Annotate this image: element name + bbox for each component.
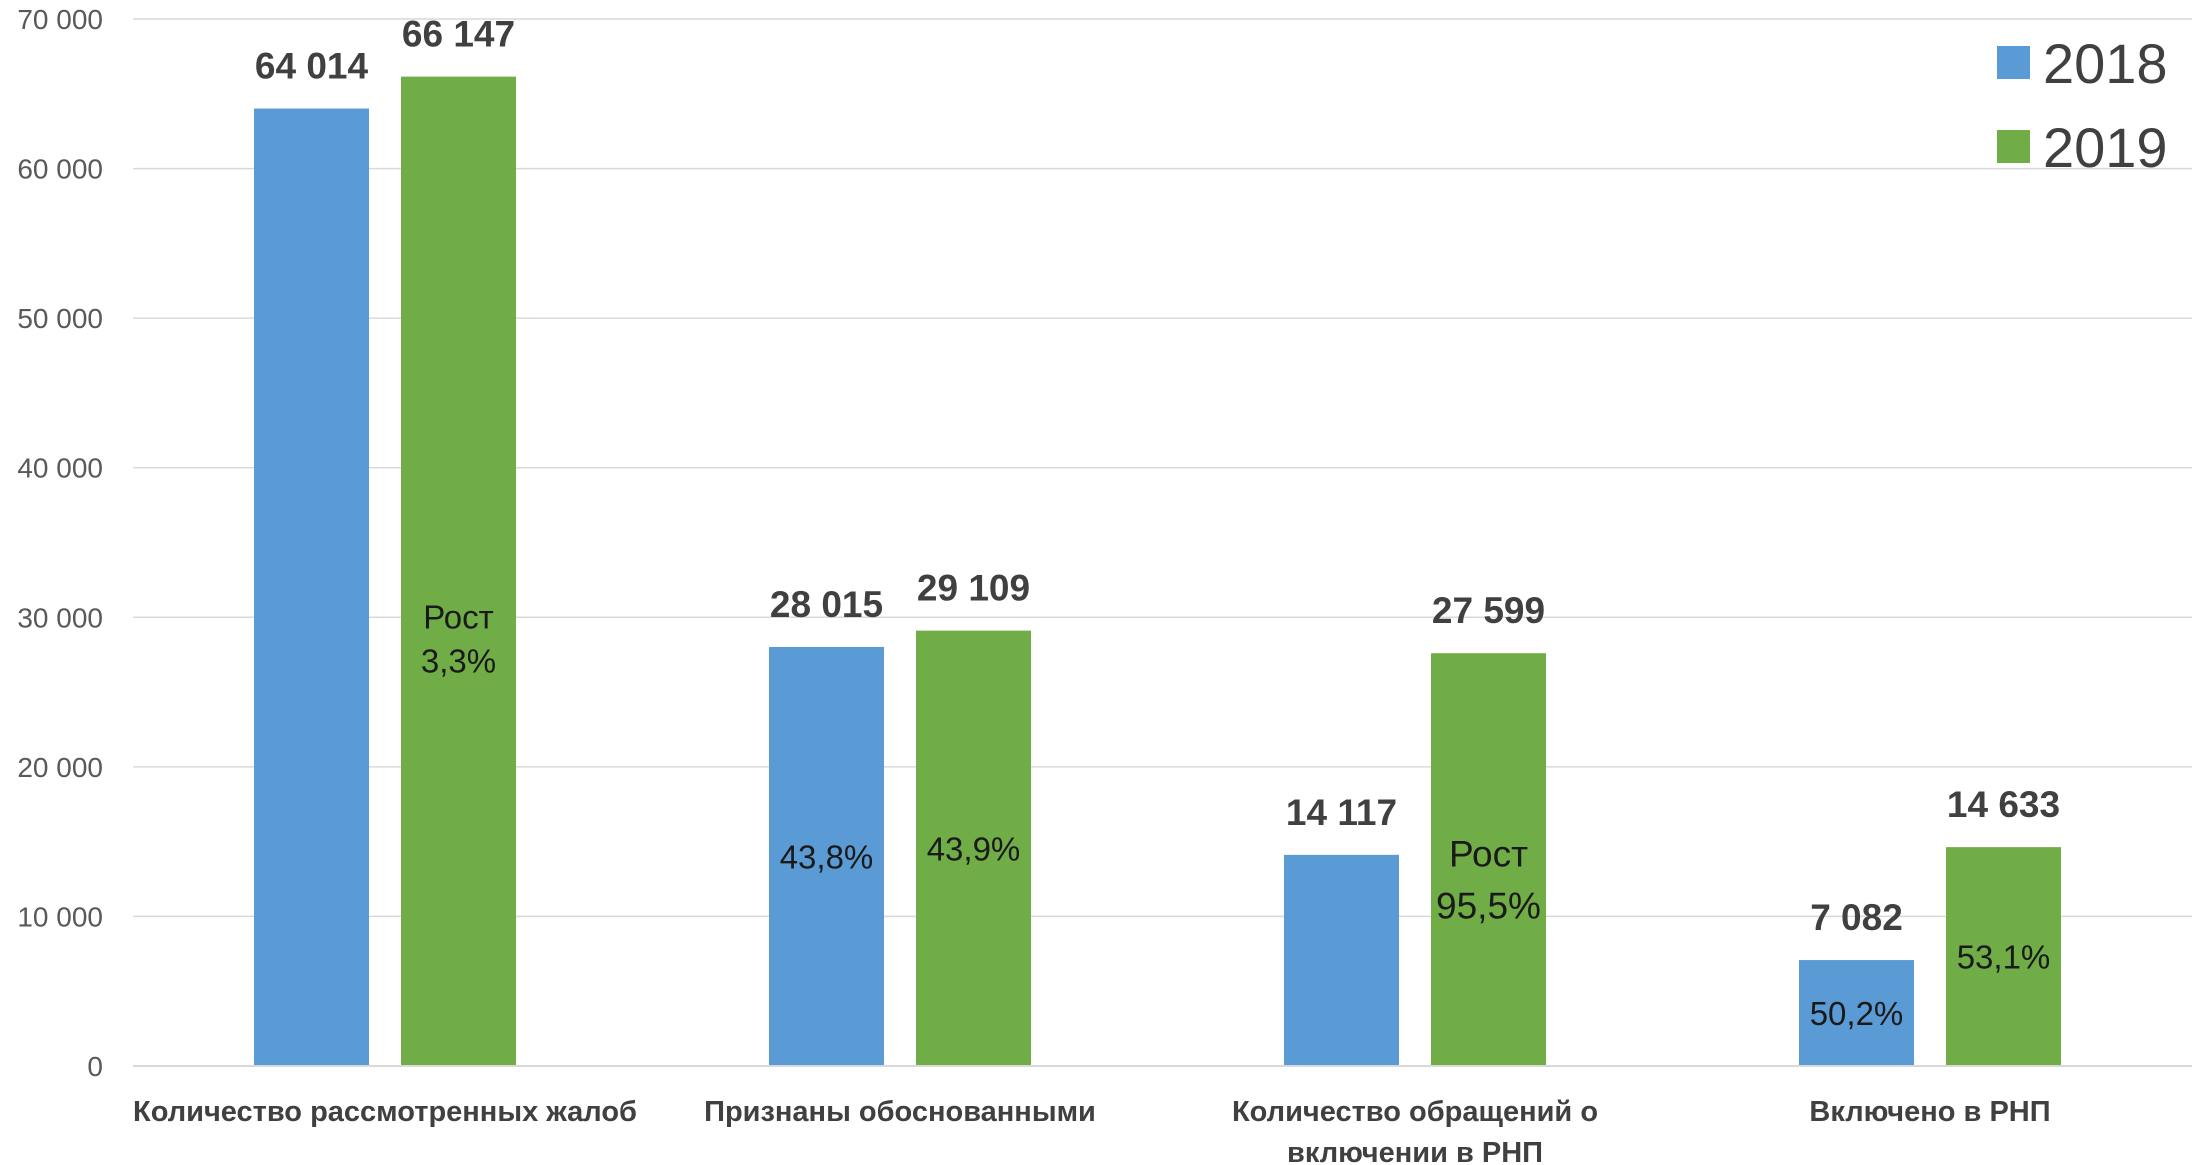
legend-swatch-2018 — [1997, 46, 2030, 79]
y-tick-label: 20 000 — [17, 752, 103, 783]
data-label: 14 633 — [1947, 784, 2060, 825]
bar-2019-1 — [916, 630, 1031, 1066]
data-label: 27 599 — [1432, 590, 1545, 631]
bar-2019-2 — [1431, 653, 1546, 1066]
x-tick-label: Количество рассмотренных жалоб — [133, 1096, 637, 1128]
bar-2019-0 — [401, 76, 516, 1066]
y-tick-label: 10 000 — [17, 901, 103, 932]
data-label: 14 117 — [1286, 792, 1397, 833]
legend-swatch-2019 — [1997, 130, 2030, 163]
bar-2019-3 — [1946, 847, 2061, 1066]
bar-annotation: 95,5% — [1436, 886, 1541, 927]
bar-2018-3 — [1799, 960, 1914, 1066]
data-label: 64 014 — [255, 46, 369, 87]
bar-2018-2 — [1284, 854, 1399, 1066]
bar-annotation: 43,8% — [780, 838, 874, 875]
y-tick-label: 50 000 — [17, 303, 103, 334]
data-label: 29 109 — [917, 568, 1030, 609]
bar-annotation: Рост — [1449, 834, 1528, 875]
x-tick-label: Включено в РНП — [1809, 1096, 2050, 1128]
y-tick-label: 0 — [87, 1051, 103, 1082]
legend-label: 2019 — [2043, 116, 2168, 179]
y-tick-label: 70 000 — [17, 4, 103, 35]
x-tick-label: Признаны обоснованными — [704, 1096, 1096, 1128]
bar-annotation: Рост — [423, 598, 494, 635]
y-tick-label: 40 000 — [17, 453, 103, 484]
bar-annotation: 50,2% — [1810, 995, 1904, 1032]
bar-annotation: 43,9% — [927, 830, 1021, 867]
data-label: 7 082 — [1810, 897, 1903, 938]
x-tick-label: включении в РНП — [1287, 1137, 1543, 1165]
bar-2018-0 — [254, 108, 369, 1067]
legend-label: 2018 — [2043, 32, 2168, 95]
data-label: 66 147 — [402, 14, 515, 55]
bar-annotation: 53,1% — [1957, 939, 2051, 976]
y-tick-label: 60 000 — [17, 154, 103, 185]
x-tick-label: Количество обращений о — [1232, 1096, 1598, 1128]
bar-annotation: 3,3% — [421, 642, 496, 679]
bar-2018-1 — [769, 646, 884, 1066]
y-tick-label: 30 000 — [17, 602, 103, 633]
data-label: 28 015 — [770, 584, 883, 625]
